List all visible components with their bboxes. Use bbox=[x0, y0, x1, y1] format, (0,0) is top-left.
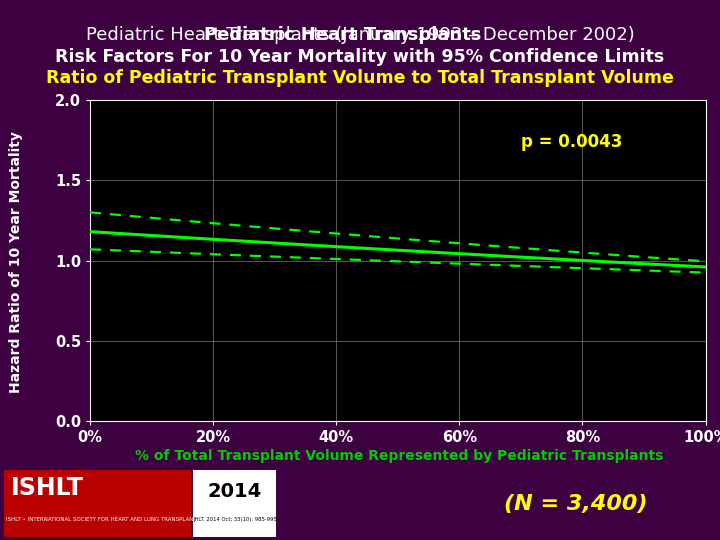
Text: (N = 3,400): (N = 3,400) bbox=[504, 494, 648, 514]
Text: % of Total Transplant Volume Represented by Pediatric Transplants: % of Total Transplant Volume Represented… bbox=[135, 449, 664, 463]
Text: JHLT. 2014 Oct; 33(10): 985-995: JHLT. 2014 Oct; 33(10): 985-995 bbox=[193, 517, 276, 522]
Text: Hazard Ratio of 10 Year Mortality: Hazard Ratio of 10 Year Mortality bbox=[9, 131, 23, 393]
Text: p = 0.0043: p = 0.0043 bbox=[521, 133, 622, 151]
Text: Pediatric Heart Transplants (January 1993 – December 2002): Pediatric Heart Transplants (January 199… bbox=[86, 26, 634, 44]
Text: 2014: 2014 bbox=[207, 482, 262, 501]
Text: ISHLT: ISHLT bbox=[11, 476, 84, 500]
FancyBboxPatch shape bbox=[193, 470, 276, 537]
Text: Risk Factors For 10 Year Mortality with 95% Confidence Limits: Risk Factors For 10 Year Mortality with … bbox=[55, 48, 665, 66]
Text: Ratio of Pediatric Transplant Volume to Total Transplant Volume: Ratio of Pediatric Transplant Volume to … bbox=[46, 69, 674, 87]
FancyBboxPatch shape bbox=[4, 470, 191, 537]
Text: ISHLT • INTERNATIONAL SOCIETY FOR HEART AND LUNG TRANSPLANTATION: ISHLT • INTERNATIONAL SOCIETY FOR HEART … bbox=[6, 517, 212, 522]
Text: Pediatric Heart Transplants: Pediatric Heart Transplants bbox=[204, 26, 482, 44]
